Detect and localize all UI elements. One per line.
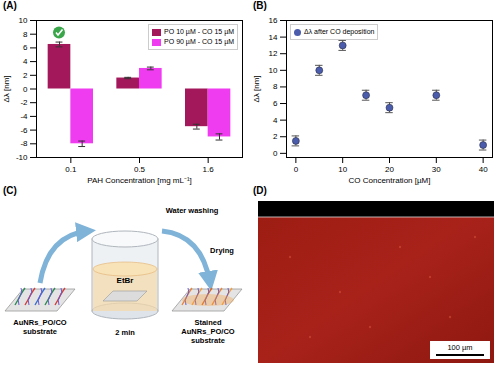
svg-text:-4: -4 (20, 112, 28, 121)
svg-text:0: 0 (23, 85, 28, 94)
svg-text:0.1: 0.1 (65, 165, 77, 174)
svg-text:-6: -6 (20, 126, 28, 135)
svg-text:8: 8 (273, 82, 278, 91)
svg-text:Δλ [nm]: Δλ [nm] (2, 75, 11, 102)
html-text:Δλ after CO deposition: Δλ after CO deposition (304, 28, 375, 35)
svg-text:CO Concentration [µM]: CO Concentration [µM] (349, 176, 431, 185)
svg-text:2 min: 2 min (115, 328, 135, 337)
svg-text:Water washing: Water washing (166, 206, 219, 215)
svg-text:16: 16 (269, 16, 278, 25)
svg-text:Stained: Stained (194, 318, 222, 327)
html-text:(A): (A) (3, 0, 17, 11)
svg-text:2: 2 (23, 71, 28, 80)
svg-text:AuNRs_PO/CO: AuNRs_PO/CO (181, 327, 235, 336)
svg-text:30: 30 (432, 165, 441, 174)
svg-text:substrate: substrate (191, 336, 225, 345)
svg-text:10: 10 (269, 66, 278, 75)
svg-text:14: 14 (269, 33, 278, 42)
svg-text:6: 6 (273, 99, 278, 108)
html-text:PO 10 µM - CO 15 µM: PO 10 µM - CO 15 µM (164, 28, 234, 35)
svg-text:1.6: 1.6 (203, 165, 215, 174)
svg-text:10: 10 (19, 16, 28, 25)
svg-text:6: 6 (23, 43, 28, 52)
svg-text:10: 10 (338, 165, 347, 174)
svg-text:Δλ [nm]: Δλ [nm] (252, 75, 261, 102)
svg-text:AuNRs_PO/CO: AuNRs_PO/CO (13, 318, 67, 327)
svg-text:0.5: 0.5 (134, 165, 146, 174)
svg-text:0: 0 (273, 149, 278, 158)
svg-text:EtBr: EtBr (117, 276, 134, 285)
svg-text:4: 4 (23, 57, 28, 66)
html-text:PO 90 µM - CO 15 µM: PO 90 µM - CO 15 µM (164, 38, 234, 45)
svg-text:substrate: substrate (23, 327, 57, 336)
svg-text:20: 20 (385, 165, 394, 174)
svg-text:-10: -10 (16, 153, 28, 162)
svg-text:4: 4 (273, 116, 278, 125)
svg-text:8: 8 (23, 30, 28, 39)
svg-text:PAH Concentration [mg mL⁻¹]: PAH Concentration [mg mL⁻¹] (87, 176, 192, 185)
svg-text:12: 12 (269, 49, 278, 58)
svg-text:0: 0 (294, 165, 299, 174)
svg-text:-8: -8 (20, 139, 28, 148)
html-text:(D): (D) (253, 185, 267, 196)
svg-text:40: 40 (479, 165, 488, 174)
html-text:(B): (B) (253, 0, 267, 11)
svg-text:Drying: Drying (210, 246, 234, 255)
svg-text:2: 2 (273, 132, 278, 141)
svg-text:100 µm: 100 µm (447, 343, 472, 352)
html-text:(C): (C) (3, 185, 17, 196)
svg-text:-2: -2 (20, 98, 28, 107)
